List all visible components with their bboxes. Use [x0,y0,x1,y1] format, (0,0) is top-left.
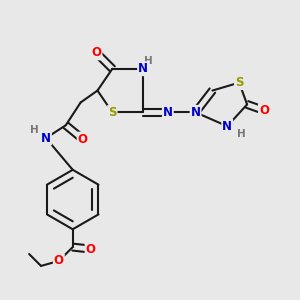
Text: O: O [259,104,269,117]
Text: N: N [190,106,201,119]
Text: O: O [78,133,88,146]
Text: S: S [235,76,243,89]
Text: H: H [237,129,245,139]
Text: H: H [30,125,38,135]
Text: O: O [92,46,101,59]
Text: O: O [54,254,64,268]
Text: S: S [108,106,117,119]
Text: N: N [138,62,148,75]
Text: N: N [163,106,173,119]
Text: O: O [85,243,96,256]
Text: N: N [41,132,51,145]
Text: H: H [144,56,152,66]
Text: N: N [222,120,232,133]
